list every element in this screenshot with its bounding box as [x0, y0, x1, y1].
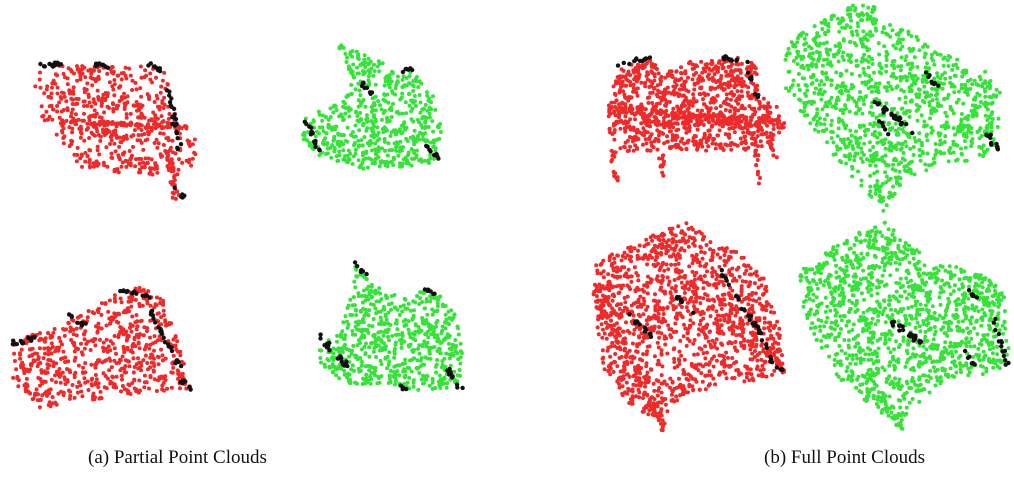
partial-sofa-top-cloud	[33, 60, 198, 201]
full-sofa-bottom-cloud	[591, 221, 786, 433]
partial-bed-bottom-cloud	[317, 260, 465, 392]
full-bed-bottom-cloud	[798, 220, 1011, 431]
caption-partial-point-clouds: (a) Partial Point Clouds	[88, 447, 267, 468]
full-sofa-top-cloud	[606, 54, 787, 186]
point-cloud-canvas	[10, 3, 1011, 433]
full-bed-top-cloud	[783, 3, 1002, 213]
partial-bed-top-cloud	[301, 43, 443, 171]
caption-full-point-clouds: (b) Full Point Clouds	[764, 447, 925, 468]
partial-sofa-bottom-cloud	[10, 285, 193, 410]
